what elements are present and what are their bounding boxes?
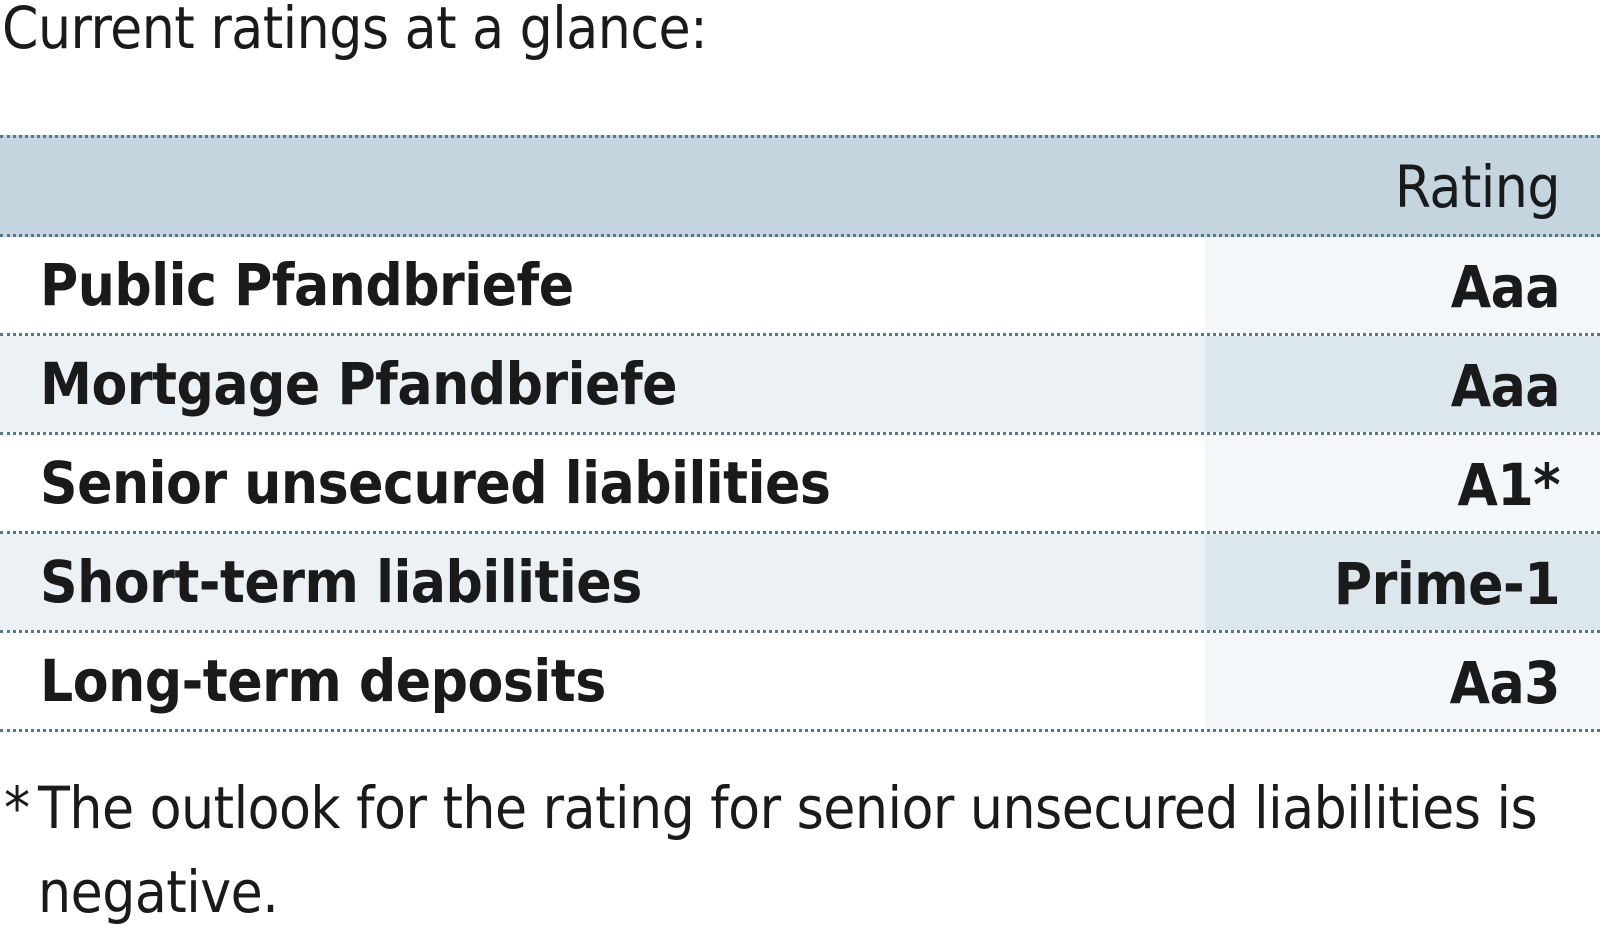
row-label: Long-term deposits — [0, 633, 1205, 729]
table-row: Short-term liabilities Prime-1 — [0, 534, 1600, 633]
row-label: Mortgage Pfandbriefe — [0, 336, 1205, 432]
row-label: Senior unsecured liabilities — [0, 435, 1205, 531]
page-title: Current ratings at a glance: — [2, 0, 708, 62]
row-label: Short-term liabilities — [0, 534, 1205, 630]
row-rating: A1* — [1205, 435, 1600, 531]
table-row: Mortgage Pfandbriefe Aaa — [0, 336, 1600, 435]
table-header-row: Rating — [0, 135, 1600, 237]
header-rating-cell: Rating — [1394, 153, 1561, 221]
row-rating: Aa3 — [1205, 633, 1600, 729]
row-rating: Aaa — [1205, 237, 1600, 333]
ratings-table: Rating Public Pfandbriefe Aaa Mortgage P… — [0, 135, 1600, 732]
footnote-text: The outlook for the rating for senior un… — [38, 774, 1538, 926]
row-rating: Aaa — [1205, 336, 1600, 432]
table-row: Senior unsecured liabilities A1* — [0, 435, 1600, 534]
row-rating: Prime-1 — [1205, 534, 1600, 630]
footnote-marker: * — [4, 774, 30, 842]
header-label-cell — [0, 138, 1205, 234]
row-label: Public Pfandbriefe — [0, 237, 1205, 333]
footnote: * The outlook for the rating for senior … — [4, 766, 1564, 934]
table-row: Long-term deposits Aa3 — [0, 633, 1600, 732]
table-row: Public Pfandbriefe Aaa — [0, 237, 1600, 336]
